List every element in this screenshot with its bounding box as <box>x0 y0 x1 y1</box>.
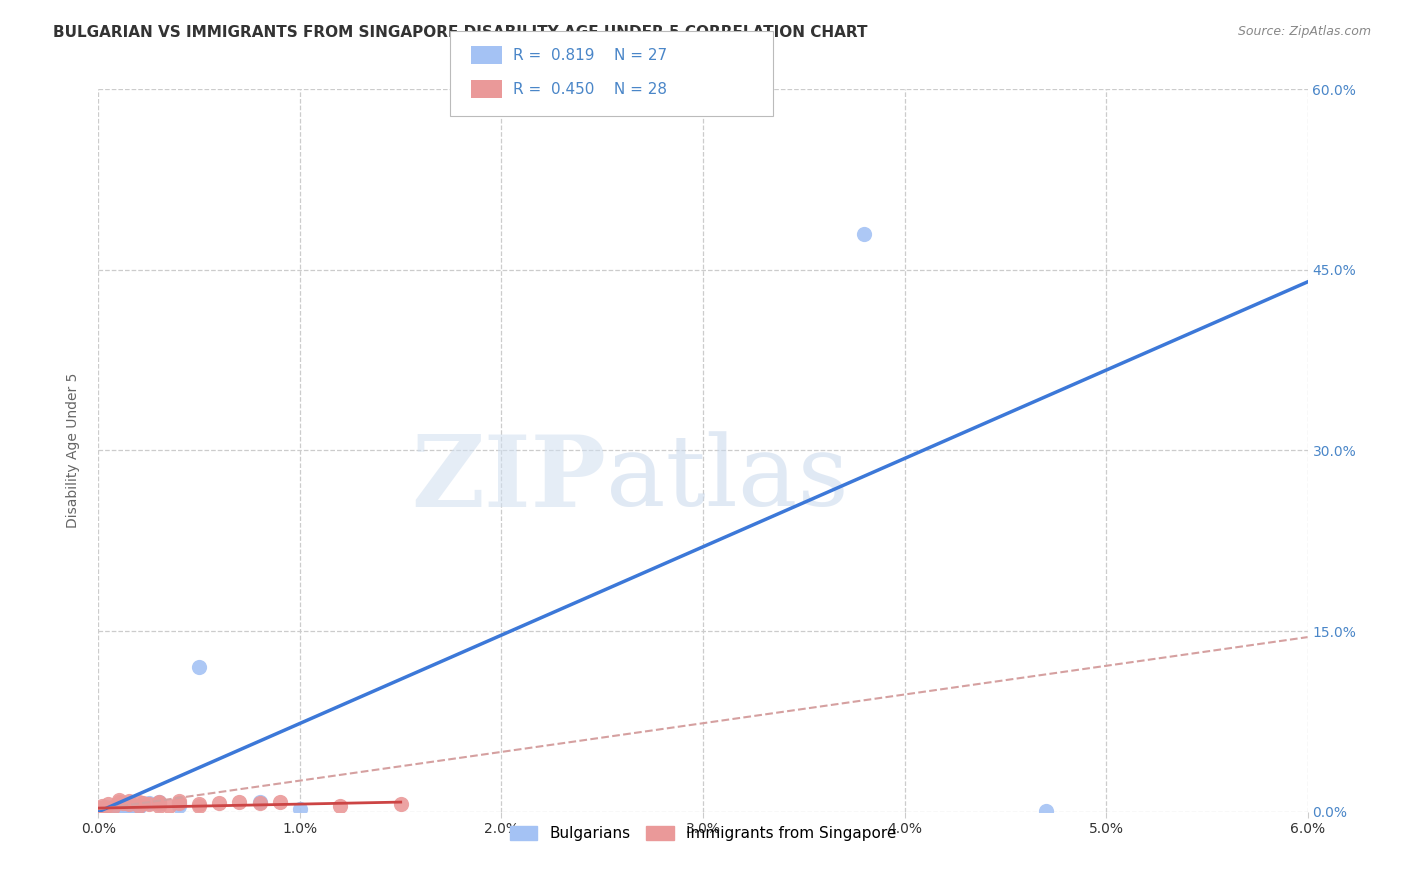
Point <box>97 802 120 816</box>
Point <box>269 795 291 809</box>
Point <box>91 798 114 813</box>
Point <box>111 801 134 815</box>
Text: Source: ZipAtlas.com: Source: ZipAtlas.com <box>1237 25 1371 38</box>
Point <box>288 802 311 816</box>
Point <box>148 795 170 809</box>
Point <box>114 798 136 813</box>
Point <box>93 804 115 818</box>
Point <box>167 797 190 811</box>
Point <box>101 800 124 814</box>
Text: R =  0.819    N = 27: R = 0.819 N = 27 <box>513 48 668 62</box>
Point <box>188 660 211 674</box>
Point <box>121 801 143 815</box>
Point <box>167 797 190 812</box>
Point <box>128 798 150 813</box>
Point <box>188 798 211 813</box>
Point <box>148 798 170 813</box>
Point <box>389 797 412 812</box>
Point <box>138 797 160 811</box>
Point <box>128 798 150 813</box>
Point <box>91 801 114 815</box>
Point <box>132 797 155 811</box>
Point <box>853 227 876 241</box>
Text: BULGARIAN VS IMMIGRANTS FROM SINGAPORE DISABILITY AGE UNDER 5 CORRELATION CHART: BULGARIAN VS IMMIGRANTS FROM SINGAPORE D… <box>53 25 868 40</box>
Point <box>208 797 231 811</box>
Point <box>1035 804 1057 818</box>
Point <box>100 801 122 815</box>
Point <box>188 797 211 812</box>
Point <box>96 800 118 814</box>
Point <box>97 797 120 812</box>
Point <box>107 795 129 809</box>
Point <box>107 793 129 807</box>
Point <box>110 802 132 816</box>
Point <box>157 798 180 813</box>
Point <box>138 797 160 812</box>
Point <box>167 794 190 808</box>
Point <box>228 795 250 809</box>
Point <box>89 802 111 816</box>
Point <box>105 801 128 815</box>
Point <box>101 804 124 818</box>
Point <box>111 797 134 811</box>
Point <box>107 800 129 814</box>
Point <box>167 798 190 813</box>
Point <box>128 795 150 809</box>
Point <box>118 797 141 812</box>
Point <box>89 801 111 815</box>
Point <box>103 802 125 816</box>
Point <box>329 798 352 813</box>
Legend: Bulgarians, Immigrants from Singapore: Bulgarians, Immigrants from Singapore <box>503 820 903 847</box>
Text: R =  0.450    N = 28: R = 0.450 N = 28 <box>513 82 668 96</box>
Point <box>148 795 170 809</box>
Text: ZIP: ZIP <box>412 431 606 528</box>
Point <box>128 800 150 814</box>
Point <box>118 794 141 808</box>
Point <box>249 797 271 811</box>
Y-axis label: Disability Age Under 5: Disability Age Under 5 <box>66 373 80 528</box>
Point <box>249 795 271 809</box>
Point <box>93 802 115 816</box>
Text: atlas: atlas <box>606 432 849 527</box>
Point <box>148 797 170 812</box>
Point <box>148 797 170 811</box>
Point <box>118 800 141 814</box>
